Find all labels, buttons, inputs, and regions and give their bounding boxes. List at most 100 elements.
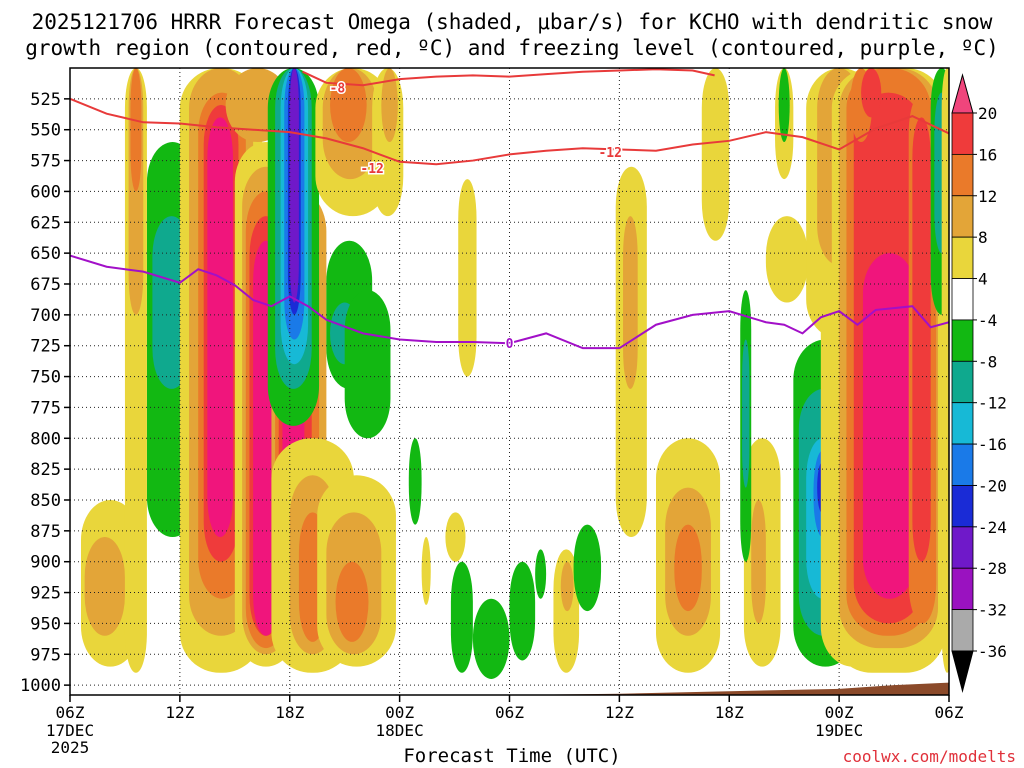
y-tick-label-975: 975 bbox=[30, 645, 61, 665]
colorbar-label-20: 20 bbox=[978, 104, 997, 123]
y-tick-label-700: 700 bbox=[30, 306, 61, 326]
omega-cell-42 bbox=[381, 68, 398, 143]
omega-cell-55 bbox=[623, 216, 638, 389]
colorbar-label--20: -20 bbox=[978, 476, 1007, 495]
omega-cell-65 bbox=[778, 68, 790, 143]
omega-cell-44 bbox=[421, 537, 431, 605]
omega-cell-47 bbox=[450, 561, 473, 673]
y-tick-label-900: 900 bbox=[30, 553, 61, 573]
y-tick-label-800: 800 bbox=[30, 429, 61, 449]
x-tick-year-0: 2025 bbox=[51, 738, 90, 757]
omega-cell-63 bbox=[742, 339, 750, 488]
contour-label--12-1: -12 bbox=[598, 146, 621, 161]
colorbar-label--16: -16 bbox=[978, 435, 1007, 454]
colorbar-swatch-4 bbox=[951, 278, 974, 321]
contour-line-0 bbox=[70, 254, 949, 350]
omega-cell-28 bbox=[335, 561, 369, 642]
y-tick-label-750: 750 bbox=[30, 368, 61, 388]
colorbar-label-4: 4 bbox=[978, 270, 988, 289]
colorbar-swatch-0 bbox=[951, 112, 974, 155]
colorbar-swatch-11 bbox=[951, 567, 974, 611]
colorbar-label--8: -8 bbox=[978, 352, 997, 371]
y-tick-label-625: 625 bbox=[30, 213, 61, 233]
omega-cell-53 bbox=[573, 524, 602, 612]
y-tick-label-550: 550 bbox=[30, 121, 61, 141]
colorbar-label-12: 12 bbox=[978, 187, 997, 206]
omega-cell-50 bbox=[535, 549, 547, 599]
x-tick-label-42: 00Z bbox=[825, 703, 854, 722]
colorbar-cap-top bbox=[951, 73, 974, 114]
colorbar-label--24: -24 bbox=[978, 518, 1007, 537]
colorbar-swatch-5 bbox=[951, 319, 974, 362]
grid bbox=[70, 68, 949, 695]
omega-cell-59 bbox=[701, 68, 730, 241]
omega-cell-39 bbox=[330, 68, 367, 143]
contour-line--12 bbox=[70, 97, 949, 166]
x-tick-label-36: 18Z bbox=[715, 703, 744, 722]
omega-cell-52 bbox=[560, 561, 574, 612]
x-tick-date-18: 18DEC bbox=[376, 721, 424, 740]
y-tick-label-925: 925 bbox=[30, 584, 61, 604]
y-tick-label-650: 650 bbox=[30, 244, 61, 264]
omega-cell-6 bbox=[130, 68, 142, 192]
colorbar-swatch-1 bbox=[951, 153, 974, 197]
axes: 525 550 575 600 625 650 675 700 725 750 775 800 825 8… bbox=[20, 67, 964, 757]
y-tick-label-825: 825 bbox=[30, 460, 61, 480]
y-tick-label-775: 775 bbox=[30, 398, 61, 418]
y-tick-label-725: 725 bbox=[30, 337, 61, 357]
x-axis-title: Forecast Time (UTC) bbox=[403, 745, 621, 767]
terrain bbox=[70, 682, 949, 695]
y-tick-label-950: 950 bbox=[30, 614, 61, 634]
omega-cell-45 bbox=[445, 512, 466, 562]
terrain-fill bbox=[70, 682, 949, 695]
contour-label-0-0: 0 bbox=[506, 337, 514, 352]
colorbar-label--28: -28 bbox=[978, 559, 1007, 578]
colorbar: 20 16 12 8 4 -4 -8 -12 -16 -20 -24 -28 -32 -36 bbox=[951, 73, 1007, 693]
chart-title-line-1: 2025121706 HRRR Forecast Omega (shaded, … bbox=[31, 10, 993, 34]
colorbar-swatch-7 bbox=[951, 402, 974, 445]
contour-label--8-0: -8 bbox=[330, 82, 346, 97]
omega-cell-81 bbox=[861, 68, 882, 118]
colorbar-label-16: 16 bbox=[978, 145, 997, 164]
x-tick-label-6: 12Z bbox=[165, 703, 194, 722]
colorbar-swatch-10 bbox=[951, 526, 974, 569]
y-tick-label-525: 525 bbox=[30, 90, 61, 110]
omega-cell-46 bbox=[458, 179, 477, 377]
omega-cell-49 bbox=[509, 561, 536, 661]
omega-cell-40 bbox=[344, 290, 391, 439]
colorbar-swatch-12 bbox=[951, 609, 974, 652]
omega-shading bbox=[80, 68, 949, 679]
colorbar-label-8: 8 bbox=[978, 228, 988, 247]
omega-cell-86 bbox=[941, 68, 949, 673]
omega-cell-1 bbox=[84, 537, 125, 636]
colorbar-swatch-8 bbox=[951, 443, 974, 486]
omega-cell-12 bbox=[207, 117, 233, 538]
omega-cell-58 bbox=[674, 524, 702, 612]
colorbar-label--36: -36 bbox=[978, 642, 1007, 661]
colorbar-label--4: -4 bbox=[978, 311, 997, 330]
omega-cell-66 bbox=[765, 216, 808, 303]
x-tick-label-18: 00Z bbox=[385, 703, 414, 722]
y-tick-label-600: 600 bbox=[30, 182, 61, 202]
x-tick-label-24: 06Z bbox=[495, 703, 524, 722]
y-tick-label-850: 850 bbox=[30, 491, 61, 511]
contour-label--12-0: -12 bbox=[360, 162, 383, 177]
isotherm-contours: -8 -12 -12 0 bbox=[70, 68, 949, 354]
x-tick-date-42: 19DEC bbox=[815, 721, 863, 740]
colorbar-swatch-6 bbox=[951, 360, 974, 404]
x-tick-label-30: 12Z bbox=[605, 703, 634, 722]
omega-cell-48 bbox=[472, 598, 510, 679]
x-tick-label-12: 18Z bbox=[275, 703, 304, 722]
colorbar-swatch-9 bbox=[951, 485, 974, 528]
colorbar-label--32: -32 bbox=[978, 601, 1007, 620]
x-tick-label-0: 06Z bbox=[56, 703, 85, 722]
x-tick-date-0: 17DEC bbox=[46, 721, 94, 740]
credit-link[interactable]: coolwx.com/modelts bbox=[842, 747, 1016, 766]
colorbar-swatch-3 bbox=[951, 236, 974, 279]
y-tick-label-1000: 1000 bbox=[20, 676, 61, 696]
omega-cell-79 bbox=[862, 253, 917, 599]
omega-cell-34 bbox=[289, 68, 299, 303]
colorbar-label--12: -12 bbox=[978, 394, 1007, 413]
x-tick-label-48: 06Z bbox=[935, 703, 964, 722]
